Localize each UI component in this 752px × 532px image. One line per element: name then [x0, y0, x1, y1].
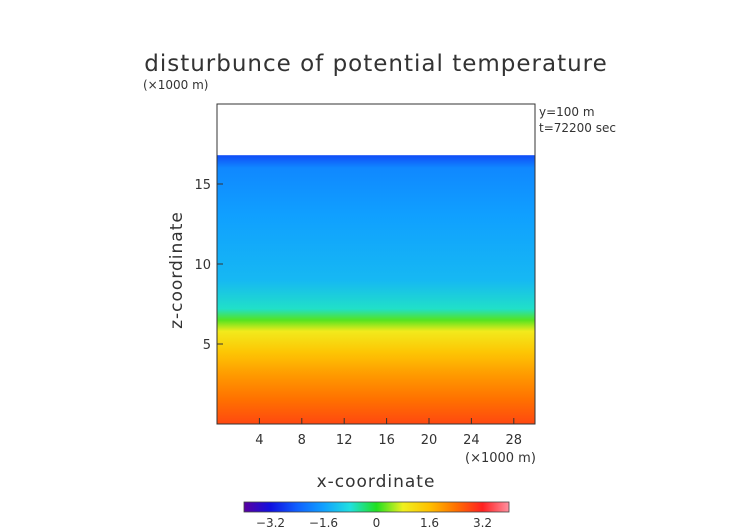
- x-axis-unit: (×1000 m): [465, 451, 536, 466]
- y-tick-label: 15: [194, 178, 211, 193]
- annotation-y: y=100 m: [539, 105, 595, 119]
- y-tick-label: 5: [203, 338, 211, 353]
- colorbar-tick-label: 3.2: [473, 516, 492, 530]
- colorbar-tick-label: −1.6: [309, 516, 338, 530]
- x-tick-label: 24: [463, 433, 480, 448]
- x-axis-label: x-coordinate: [317, 472, 436, 492]
- colorbar-tick-label: 1.6: [420, 516, 439, 530]
- y-tick-label: 10: [194, 258, 211, 273]
- y-axis-unit: (×1000 m): [143, 78, 208, 92]
- y-axis-label: z-coordinate: [167, 211, 187, 329]
- chart-title: disturbunce of potential temperature: [144, 51, 608, 77]
- colorbar: [243, 501, 510, 513]
- colorbar-ticks: −3.2 −1.6 0 1.6 3.2: [256, 516, 492, 530]
- x-tick-label: 20: [421, 433, 438, 448]
- x-tick-label: 16: [378, 433, 395, 448]
- y-axis-ticks: 5 10 15: [194, 178, 223, 353]
- colorbar-tick-label: 0: [373, 516, 381, 530]
- x-tick-label: 28: [506, 433, 523, 448]
- x-tick-label: 8: [298, 433, 306, 448]
- x-tick-label: 12: [336, 433, 353, 448]
- heatmap-field: [217, 155, 535, 424]
- annotation-time: t=72200 sec: [539, 121, 616, 135]
- colorbar-tick-label: −3.2: [256, 516, 285, 530]
- plot-area: [216, 103, 536, 425]
- x-tick-label: 4: [255, 433, 263, 448]
- x-axis-ticks: 4 8 12 16 20 24 28: [255, 418, 522, 448]
